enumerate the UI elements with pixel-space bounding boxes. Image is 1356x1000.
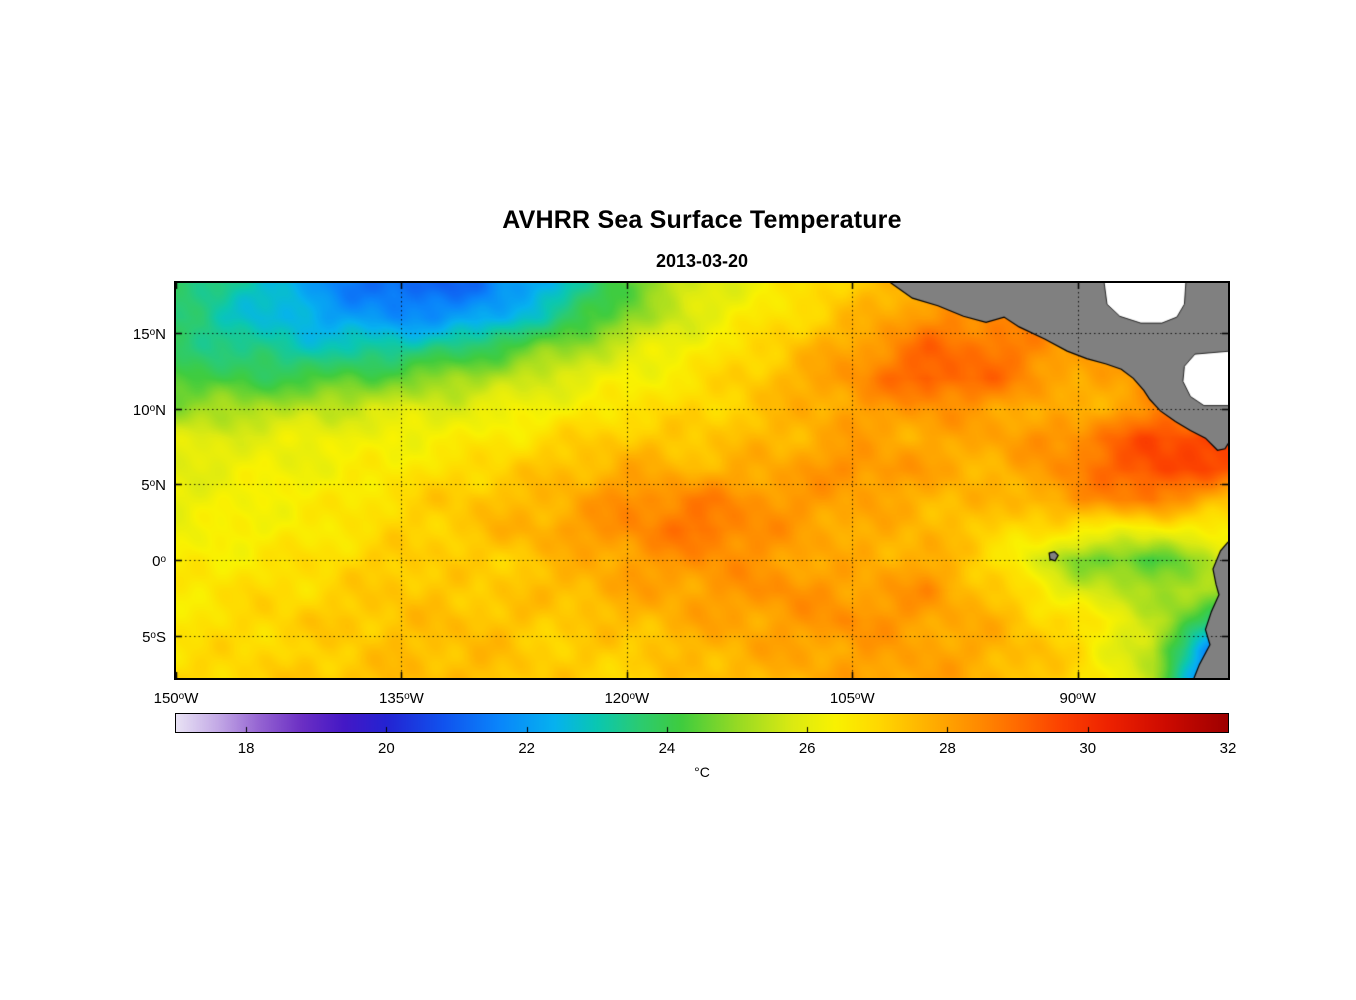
colorbar-tick-label-22: 22 [518,740,535,757]
plot-title: AVHRR Sea Surface Temperature [502,206,902,234]
sst-map-canvas [176,283,1228,678]
colorbar-unit-label: °C [694,764,710,780]
plot-date: 2013-03-20 [655,251,749,271]
colorbar-gradient-canvas [176,714,1228,732]
x-axis-tick-label-105W: 105oW [829,690,875,707]
y-axis-tick-label-5N: 5oN [141,477,166,495]
colorbar-tick-label-30: 30 [1079,740,1097,757]
x-axis-tick-label-150W: 150oW [153,690,199,707]
y-axis-tick-label-5S: 5oS [142,628,166,646]
colorbar-tick-label-24: 24 [658,740,676,757]
sst-map-frame [174,281,1230,680]
colorbar-tick-label-28: 28 [939,740,956,757]
y-axis-tick-label-15N: 15oN [132,325,166,343]
colorbar-tick-label-26: 26 [798,740,816,757]
x-axis-tick-label-135W: 135oW [379,690,424,707]
y-axis-tick-label-0deg: 0o [152,552,166,570]
y-axis-tick-label-10N: 10oN [132,401,166,419]
colorbar [175,713,1229,733]
colorbar-tick-label-32: 32 [1219,740,1237,757]
colorbar-tick-label-20: 20 [378,740,395,757]
x-axis-tick-label-90W: 90oW [1059,690,1096,707]
colorbar-tick-label-18: 18 [237,740,255,757]
x-axis-tick-label-120W: 120oW [604,690,650,707]
